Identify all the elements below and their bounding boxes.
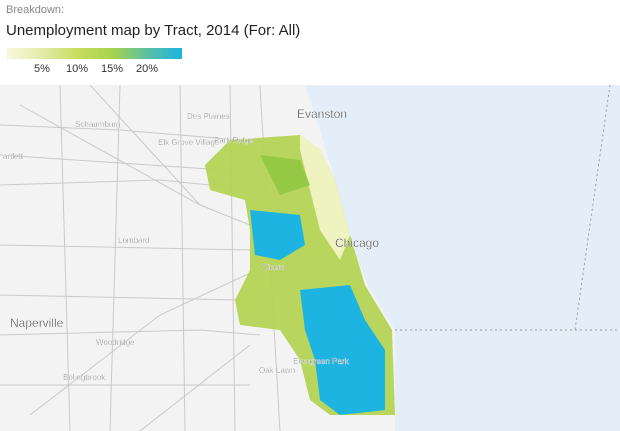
place-label: Oak Lawn — [259, 366, 295, 375]
place-label: Evanston — [297, 107, 347, 121]
tract-region — [250, 210, 305, 260]
legend: 5% 10% 15% 20% — [7, 48, 182, 75]
place-label: Evergreen Park — [293, 357, 350, 366]
place-label: Lombard — [118, 236, 150, 245]
map-title: Unemployment map by Tract, 2014 (For: Al… — [6, 22, 301, 39]
place-label: Woodridge — [96, 338, 135, 347]
place-label: artlett — [3, 152, 24, 161]
tract-region — [260, 155, 310, 195]
legend-tick-label: 20% — [136, 63, 158, 75]
tract-region — [300, 285, 385, 415]
place-label: Bolingbrook — [63, 373, 106, 382]
place-label: Des Plaines — [187, 112, 230, 121]
legend-tick-label: 5% — [34, 63, 50, 75]
breakdown-label: Breakdown: — [6, 4, 65, 16]
place-label: Elk Grove Village — [158, 138, 220, 147]
state-boundary — [395, 85, 620, 331]
tract-region — [300, 135, 350, 260]
legend-tick-label: 15% — [101, 63, 123, 75]
place-label: Park Ridge — [214, 136, 254, 145]
map: Evanston Des Plaines Schaumburg artlett Elk … — [0, 85, 620, 431]
legend-tick-label: 10% — [66, 63, 88, 75]
place-label: Schaumburg — [75, 120, 120, 129]
place-label: Naperville — [10, 316, 64, 330]
place-label: Cicero — [262, 263, 286, 272]
lake — [305, 85, 620, 431]
place-label: Chicago — [335, 236, 379, 250]
legend-scale — [7, 48, 182, 59]
